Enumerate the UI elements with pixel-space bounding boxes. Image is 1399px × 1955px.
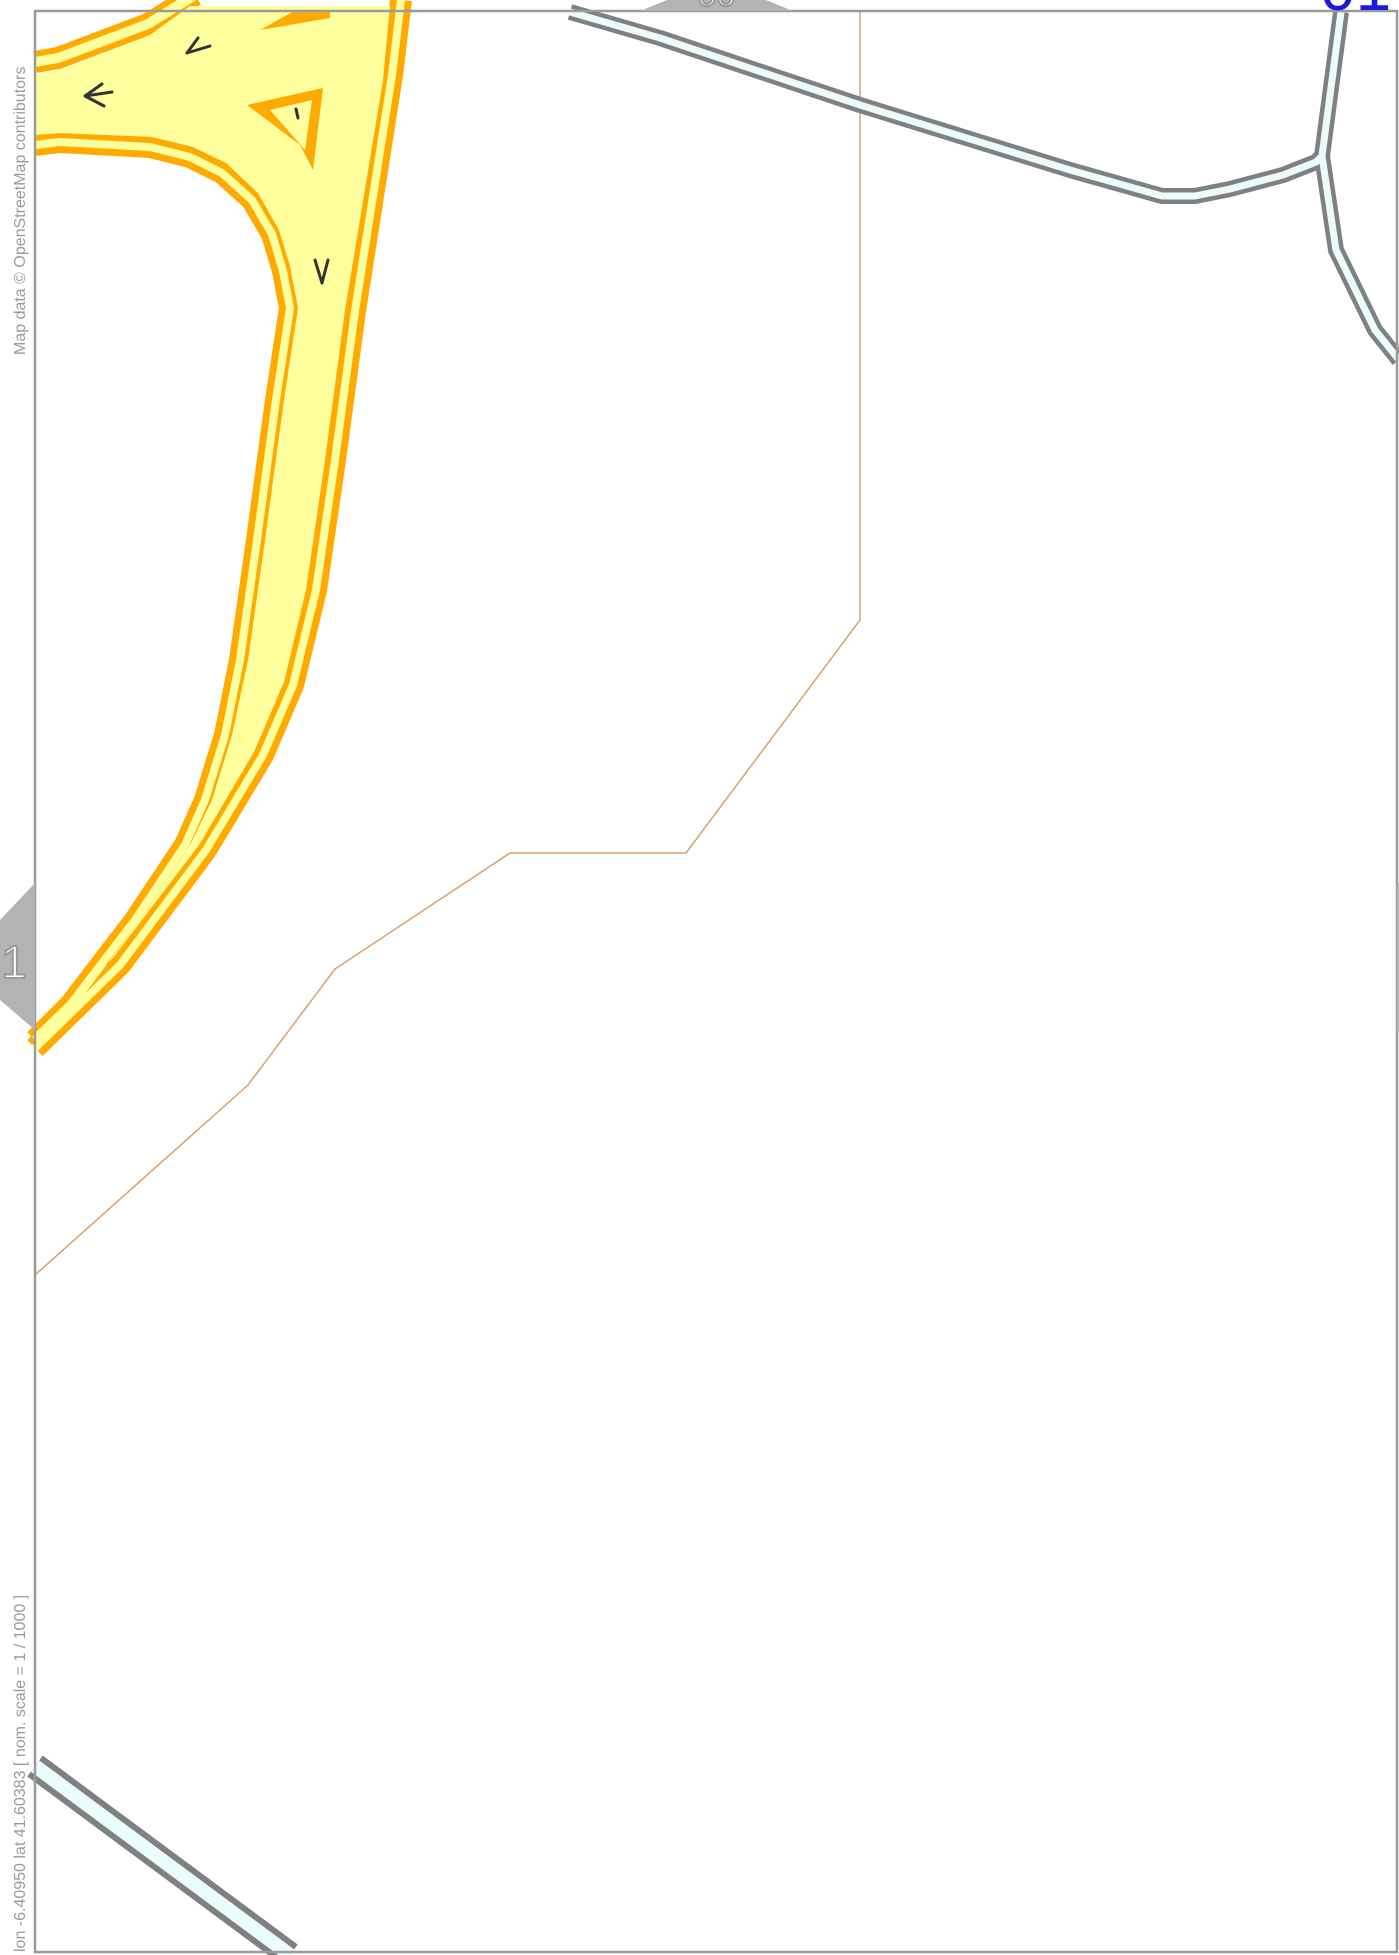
top-page-label: 66 — [697, 0, 735, 14]
primary-road — [27, 0, 412, 1056]
corner-page-label: 01 — [1320, 0, 1391, 24]
left-page-tab-icon[interactable]: 1 — [0, 883, 35, 1030]
map-frame — [33, 9, 1399, 1954]
top-page-tab-icon[interactable]: 66 — [640, 0, 793, 15]
oneway-arrow-icon — [83, 36, 330, 285]
minor-road-bottom — [27, 1755, 298, 1955]
attribution-text: Map data © OpenStreetMap contributors — [12, 67, 29, 355]
left-page-label: 1 — [1, 936, 27, 988]
boundary-line — [34, 12, 861, 1276]
minor-road-top — [567, 4, 1399, 365]
coordinates-text: lon -6.40950 lat 41.60383 [ nom. scale =… — [12, 1595, 29, 1952]
